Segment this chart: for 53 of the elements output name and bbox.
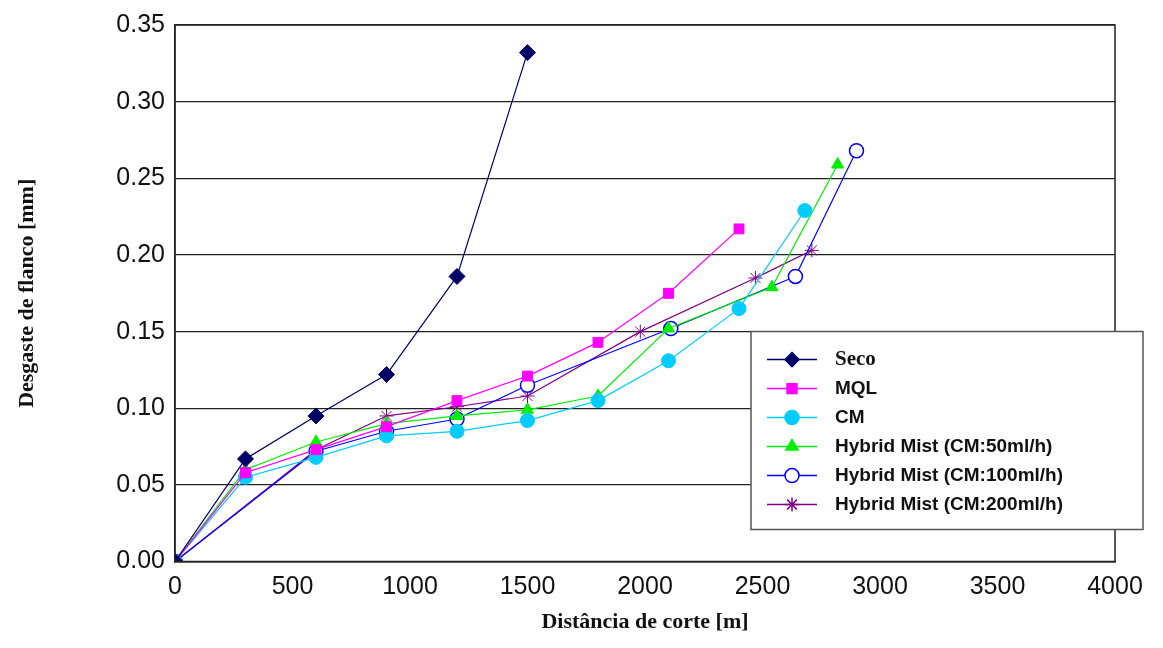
point — [237, 450, 254, 468]
point — [592, 336, 604, 348]
legend-label: Hybrid Mist (CM:50ml/h) — [835, 434, 1053, 456]
point — [632, 324, 648, 340]
x-tick-label: 3500 — [969, 571, 1026, 600]
point — [448, 267, 466, 285]
y-tick-label: 0.00 — [116, 545, 165, 574]
x-axis-title: Distância de corte [m] — [541, 608, 749, 634]
point — [519, 44, 536, 62]
x-tick-label: 500 — [271, 571, 314, 600]
point — [731, 301, 747, 317]
point — [381, 421, 392, 433]
y-tick-label: 0.20 — [116, 238, 165, 267]
legend-label: Hybrid Mist (CM:200ml/h) — [835, 492, 1064, 514]
point — [797, 203, 813, 219]
point — [661, 321, 676, 333]
point — [831, 157, 845, 169]
x-tick-label: 1000 — [382, 571, 438, 600]
point — [765, 279, 779, 292]
x-tick-label: 2500 — [734, 571, 791, 600]
point — [449, 423, 465, 439]
point — [450, 408, 464, 420]
y-tick-label: 0.05 — [116, 468, 165, 497]
y-tick-label: 0.10 — [116, 392, 165, 421]
x-tick-label: 4000 — [1087, 571, 1143, 600]
legend-label: Hybrid Mist (CM:100ml/h) — [835, 463, 1064, 485]
point — [451, 395, 463, 407]
point — [733, 223, 745, 235]
y-tick-label: 0.35 — [116, 8, 165, 37]
point — [307, 407, 325, 425]
point — [661, 353, 676, 369]
y-tick-label: 0.15 — [116, 315, 165, 344]
x-tick-label: 2000 — [617, 571, 673, 600]
y-axis-title: Desgaste de flanco [mm] — [12, 178, 38, 408]
point — [848, 142, 865, 159]
legend-label: CM — [835, 405, 865, 427]
point — [520, 402, 535, 414]
y-tick-label: 0.30 — [116, 85, 165, 114]
legend-label: MQL — [835, 376, 878, 398]
point — [663, 287, 674, 299]
point — [804, 242, 820, 258]
point — [787, 268, 804, 285]
legend-label: Seco — [835, 346, 876, 371]
point — [522, 370, 533, 382]
x-tick-label: 3000 — [852, 571, 908, 600]
point — [520, 413, 535, 429]
y-tick-label: 0.25 — [116, 162, 165, 191]
point — [590, 393, 606, 409]
point — [240, 467, 251, 479]
x-tick-label: 1500 — [499, 571, 556, 600]
x-tick-label: 0 — [168, 571, 182, 600]
point — [747, 270, 763, 286]
point — [378, 366, 395, 384]
